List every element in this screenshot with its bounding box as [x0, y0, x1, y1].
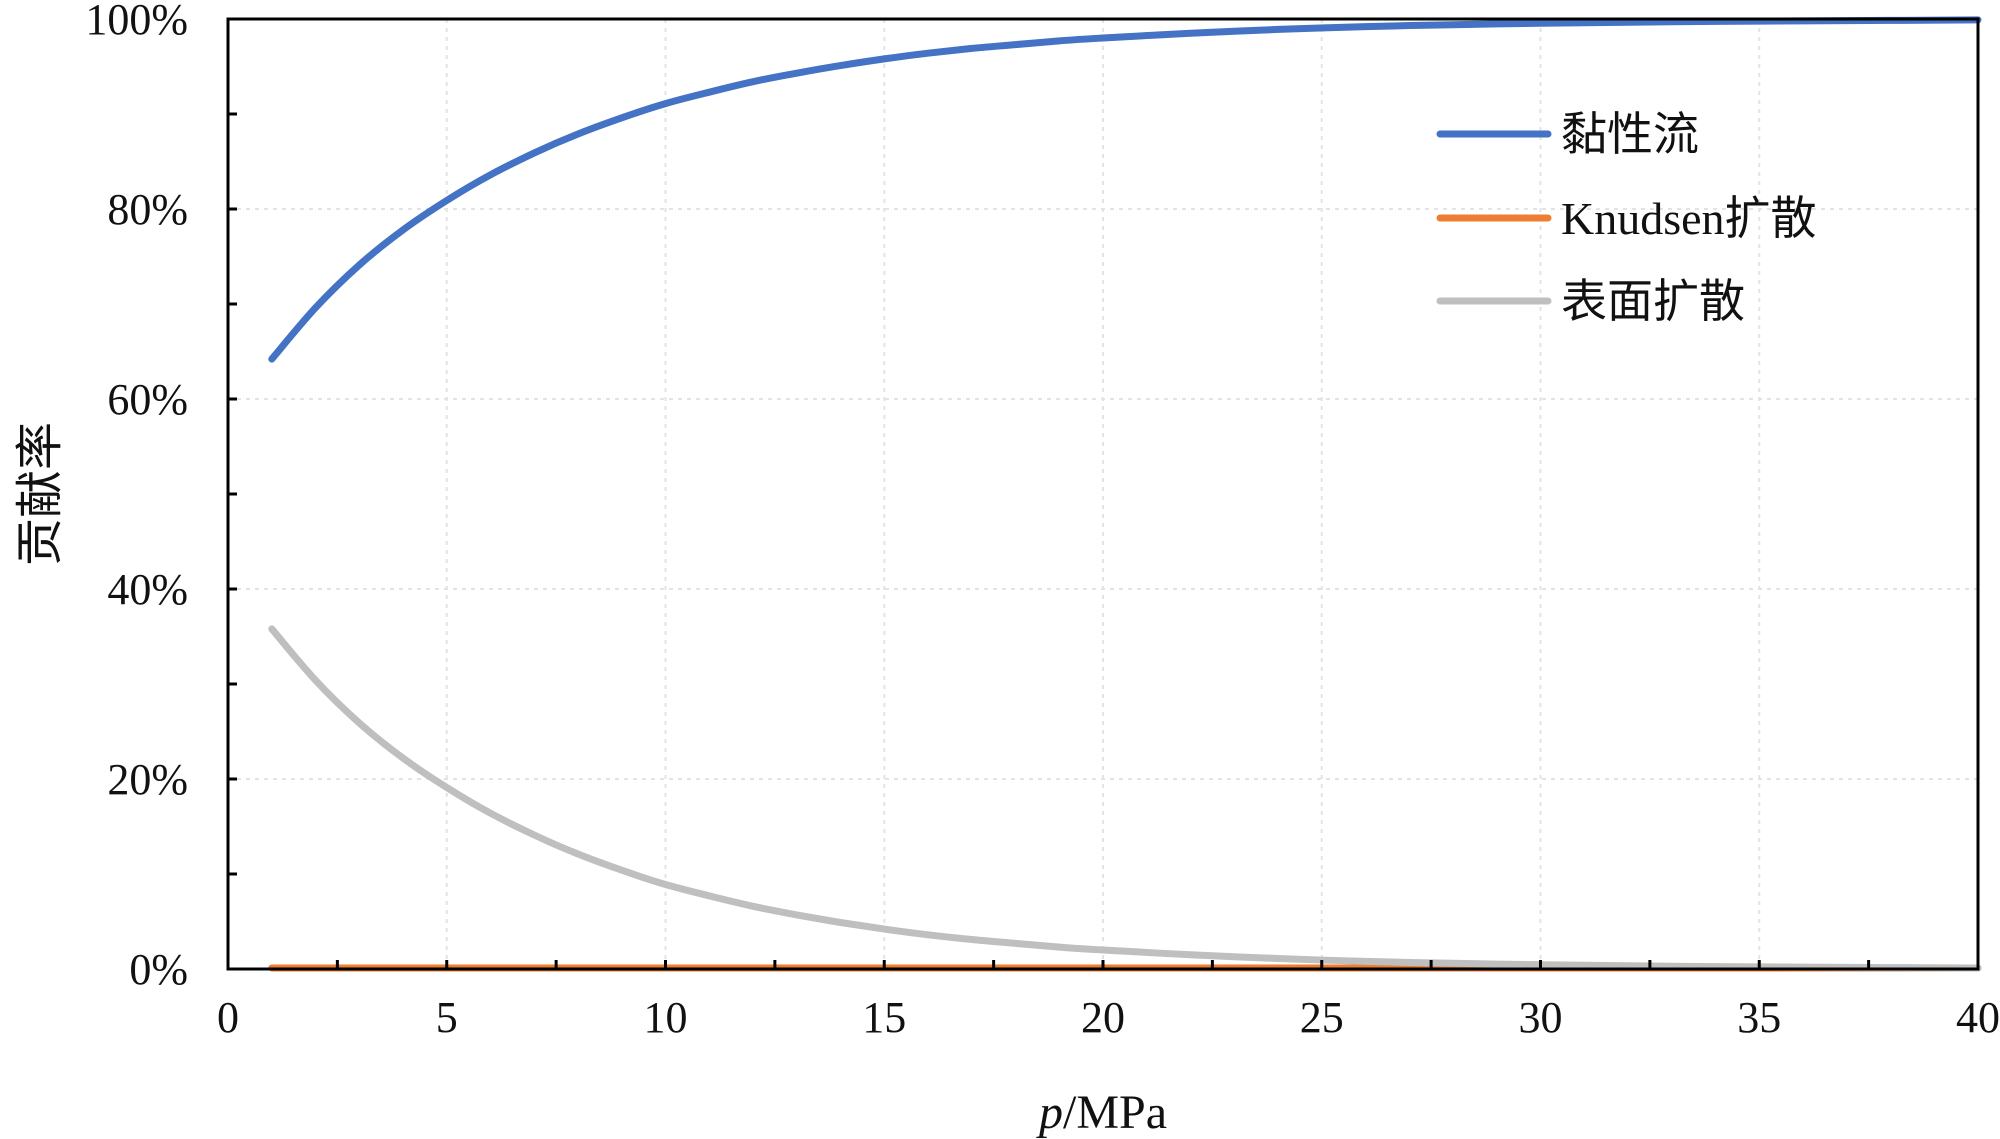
- x-tick-label: 35: [1737, 993, 1781, 1042]
- x-tick-labels: 0 5 10 15 20 25 30 35 40: [217, 993, 2000, 1042]
- gridlines: [228, 19, 1978, 969]
- y-tick-label: 40%: [107, 565, 188, 614]
- y-tick-label: 80%: [107, 185, 188, 234]
- series-line-3: [268, 625, 1982, 972]
- x-tick-label: 20: [1081, 993, 1125, 1042]
- y-tick-label: 0%: [129, 945, 188, 994]
- y-tick-label: 20%: [107, 755, 188, 804]
- x-tick-label: 30: [1519, 993, 1563, 1042]
- x-axis-title: p/MPa: [1036, 1086, 1167, 1139]
- legend-label: 黏性流: [1561, 109, 1699, 160]
- x-tick-label: 10: [644, 993, 688, 1042]
- y-tick-labels: 0% 20% 40% 60% 80% 100%: [85, 0, 188, 994]
- y-tick-label: 60%: [107, 375, 188, 424]
- x-tick-label: 25: [1300, 993, 1344, 1042]
- x-tick-label: 15: [862, 993, 906, 1042]
- y-axis-title: 贡献率: [14, 422, 67, 566]
- x-tick-label: 40: [1956, 993, 2000, 1042]
- x-axis-title-unit: /MPa: [1063, 1086, 1167, 1139]
- x-tick-label: 0: [217, 993, 239, 1042]
- x-tick-label: 5: [436, 993, 458, 1042]
- series-line-1: [268, 16, 1982, 363]
- y-tick-label: 100%: [85, 0, 188, 44]
- legend-label: 表面扩散: [1561, 276, 1745, 327]
- legend-label: Knudsen扩散: [1561, 193, 1817, 244]
- axis-ticks: [228, 112, 1871, 969]
- x-axis-title-variable: p: [1036, 1086, 1063, 1139]
